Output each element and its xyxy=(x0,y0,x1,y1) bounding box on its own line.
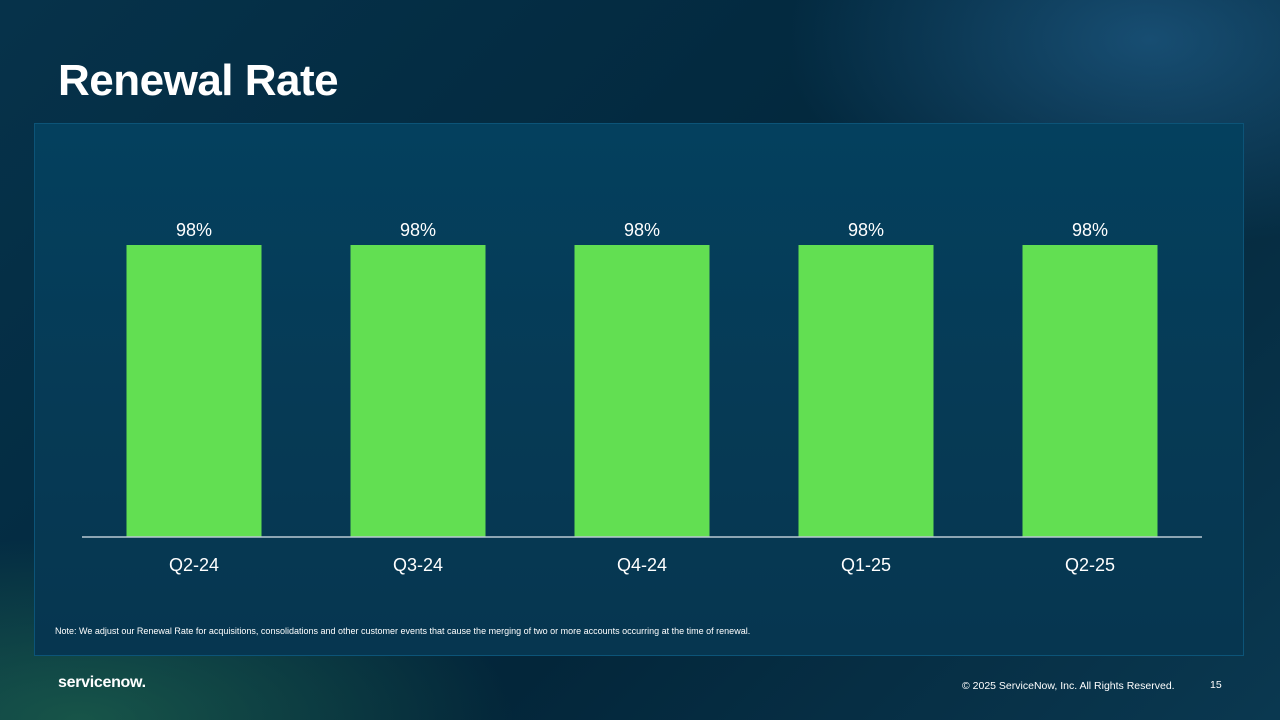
tick-label-q1-25: Q1-25 xyxy=(841,555,891,575)
tick-label-q2-24: Q2-24 xyxy=(169,555,219,575)
data-label-q4-24: 98% xyxy=(624,220,660,240)
page-number: 15 xyxy=(1210,679,1222,691)
bar-q2-24 xyxy=(126,245,262,537)
data-label-q1-25: 98% xyxy=(848,220,884,240)
copyright-text: © 2025 ServiceNow, Inc. All Rights Reser… xyxy=(962,680,1175,692)
bars-layer xyxy=(126,245,1158,537)
chart-panel: 98% Q2-24 98% Q3-24 98% Q4-24 98% Q1-25 98% Q2-25… xyxy=(34,123,1244,656)
data-label-q3-24: 98% xyxy=(400,220,436,240)
labels-layer: 98% Q2-24 98% Q3-24 98% Q4-24 98% Q1-25 98% Q2-25 xyxy=(169,220,1115,575)
tick-label-q3-24: Q3-24 xyxy=(393,555,443,575)
chart-footnote: Note: We adjust our Renewal Rate for acq… xyxy=(55,626,751,636)
tick-label-q2-25: Q2-25 xyxy=(1065,555,1115,575)
bar-q1-25 xyxy=(798,245,934,537)
bar-q2-25 xyxy=(1022,245,1158,537)
data-label-q2-24: 98% xyxy=(176,220,212,240)
servicenow-logo: servicenow. xyxy=(58,674,146,691)
tick-label-q4-24: Q4-24 xyxy=(617,555,667,575)
data-label-q2-25: 98% xyxy=(1072,220,1108,240)
bar-q3-24 xyxy=(350,245,486,537)
slide-title: Renewal Rate xyxy=(58,56,339,105)
bar-chart: 98% Q2-24 98% Q3-24 98% Q4-24 98% Q1-25 98% Q2-25 xyxy=(82,220,1202,575)
bar-q4-24 xyxy=(574,245,710,537)
